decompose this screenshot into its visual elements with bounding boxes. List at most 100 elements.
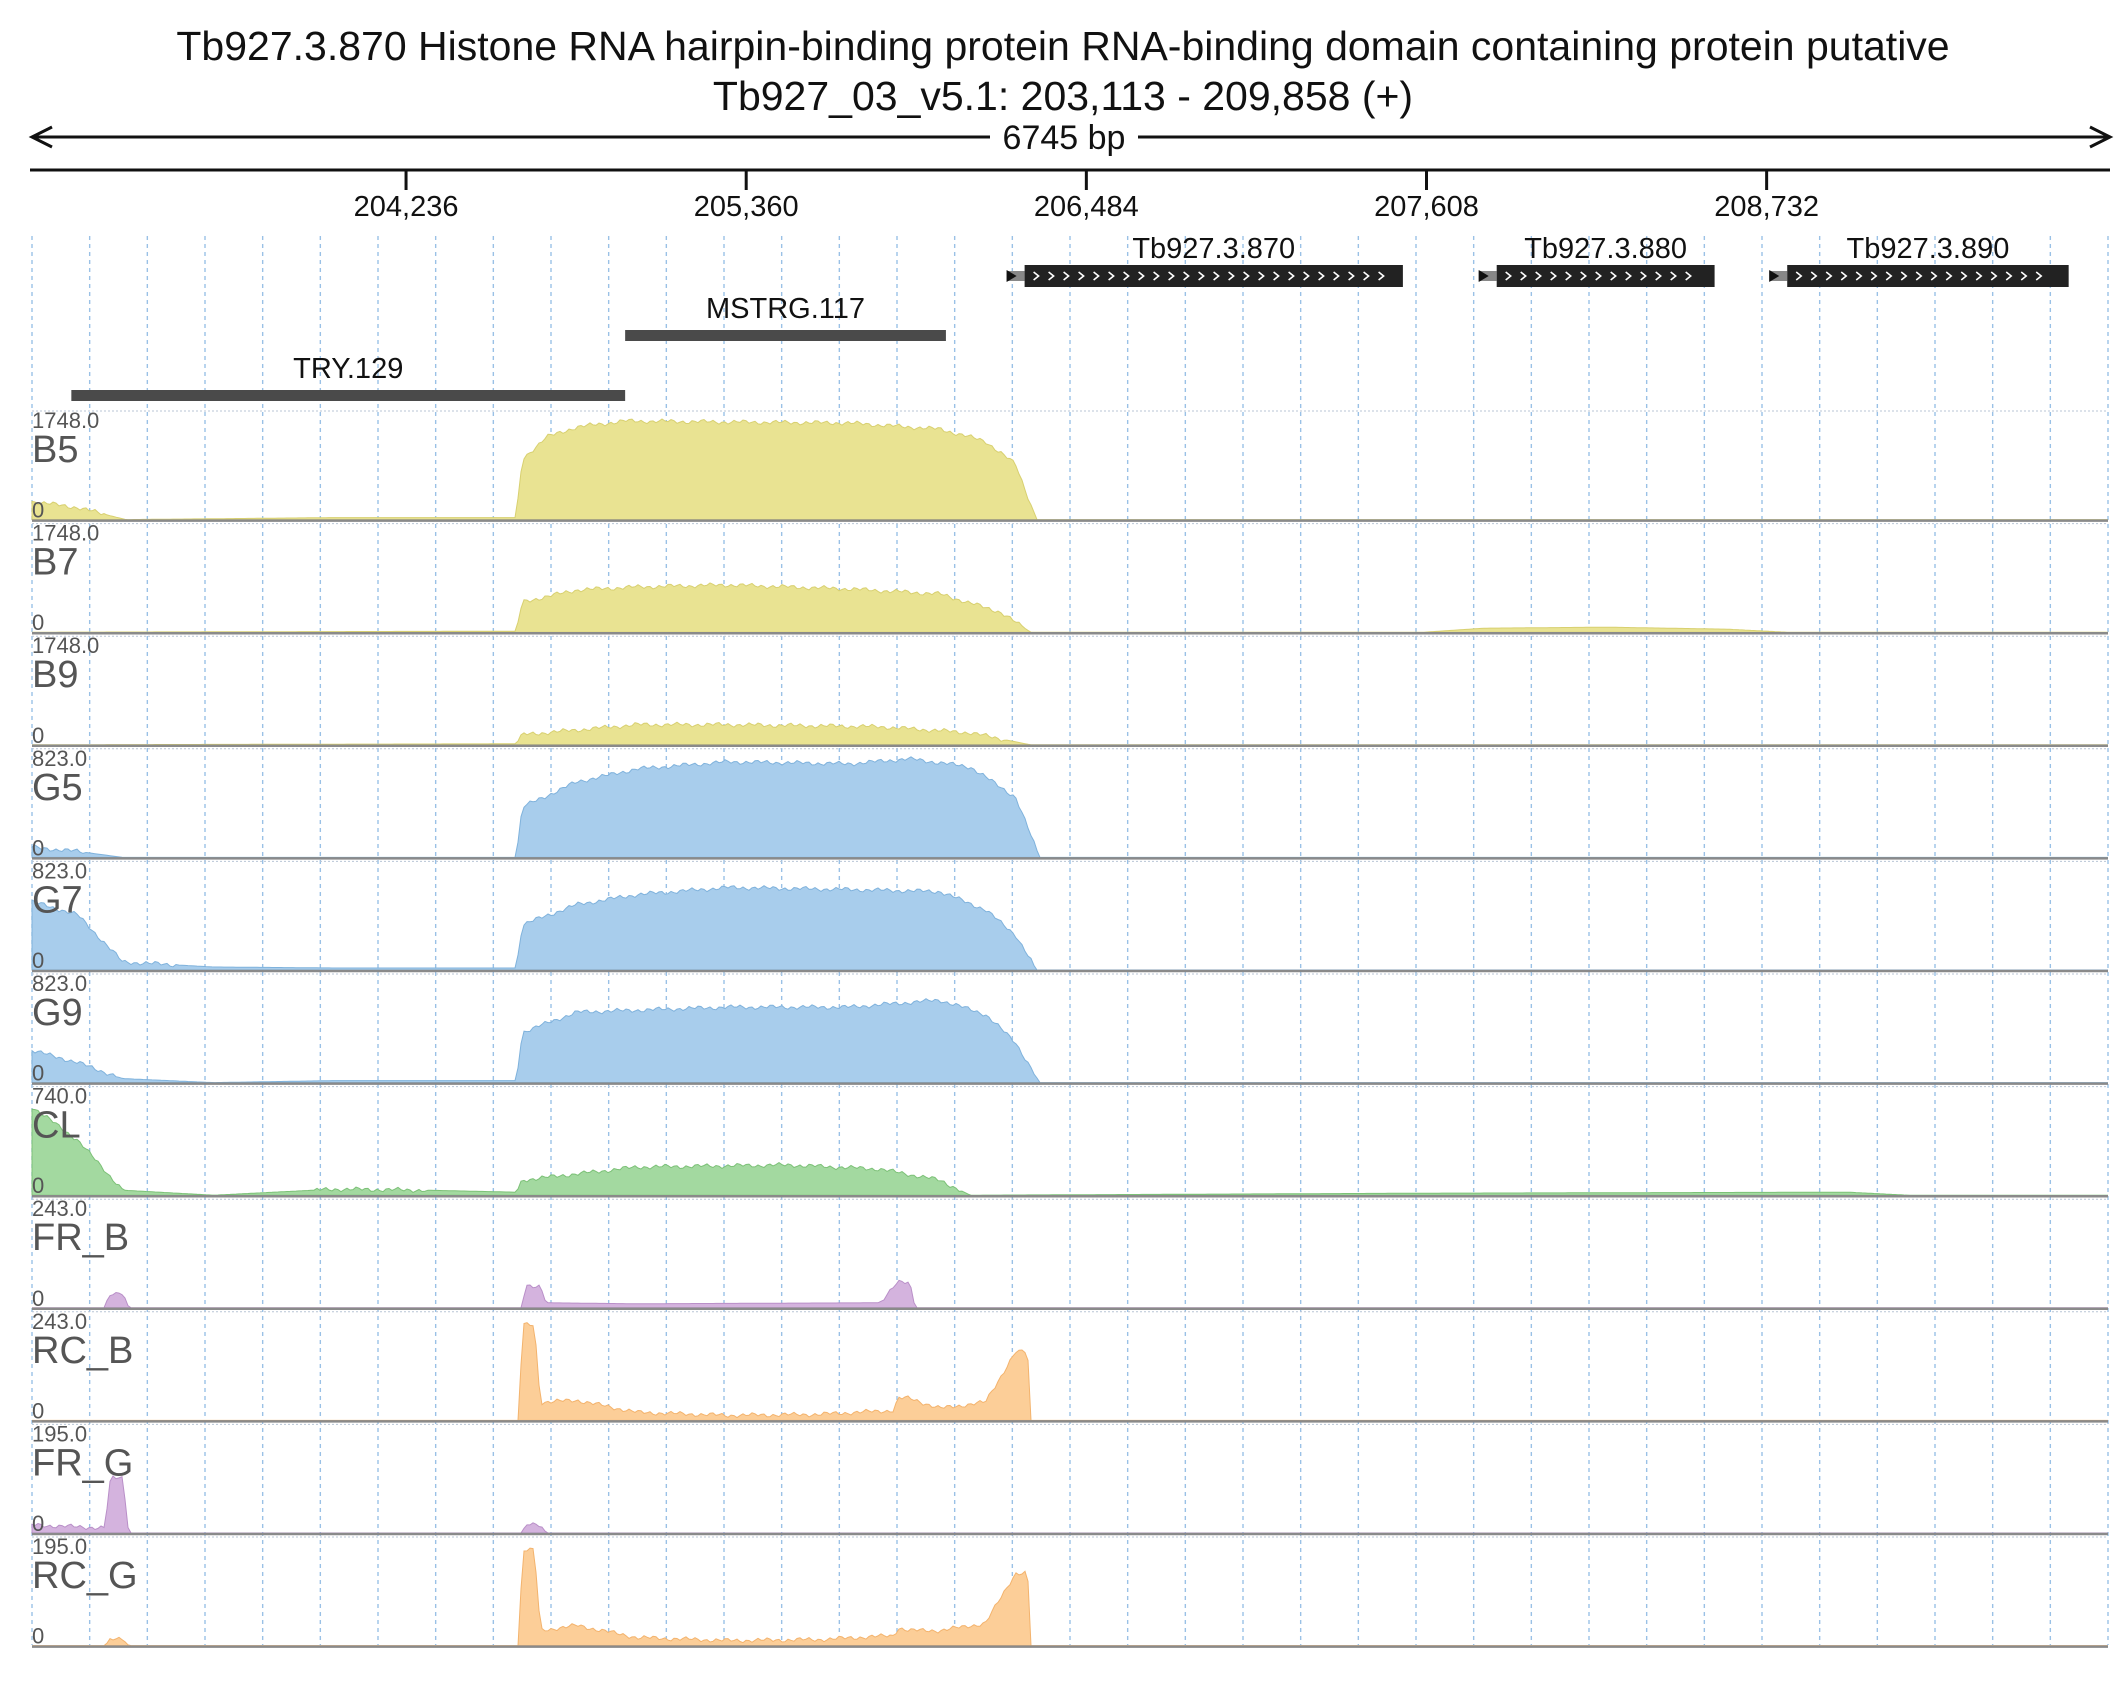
transcript-bar[interactable]	[625, 330, 946, 341]
track-max-label: 195.0	[32, 1421, 87, 1446]
strand-chevron-icon	[1930, 271, 1938, 281]
track-min-label: 0	[32, 610, 44, 635]
track-max-label: 1748.0	[32, 408, 99, 433]
ruler[interactable]: 6745 bp 204,236 205,360 206,484 207,608 208,…	[28, 118, 2114, 223]
transcript-feature[interactable]: MSTRG.117	[625, 293, 946, 341]
header: Tb927.3.870 Histone RNA hairpin-binding …	[0, 0, 2126, 240]
track-min-label: 0	[32, 1286, 44, 1311]
strand-chevron-icon	[1990, 271, 1998, 281]
strand-chevron-icon	[1138, 271, 1145, 281]
track-min-label: 0	[32, 1398, 44, 1423]
utr-arrow-icon	[1478, 270, 1489, 282]
strand-chevron-icon	[1855, 271, 1863, 281]
utr-arrow-icon	[1769, 270, 1780, 282]
gene-feature[interactable]: Tb927.3.870	[1006, 233, 1403, 287]
coverage-track: 243.0RC_B 0	[32, 1309, 2108, 1423]
track-min-label: 0	[32, 835, 44, 860]
track-max-label: 823.0	[32, 746, 87, 771]
strand-chevron-icon	[2005, 271, 2013, 281]
track-name: RC_G	[32, 1555, 138, 1597]
track-max-label: 823.0	[32, 858, 87, 883]
gene-box[interactable]	[1787, 265, 2069, 287]
gene-label[interactable]: Tb927.3.870	[1132, 233, 1295, 265]
ruler-tick-label: 205,360	[694, 191, 799, 223]
strand-chevron-icon	[1318, 271, 1325, 281]
strand-chevron-icon	[1840, 271, 1848, 281]
transcript-feature[interactable]: TRY.129	[71, 353, 626, 401]
ruler-tick-label: 207,608	[1374, 191, 1479, 223]
strand-chevron-icon	[1198, 271, 1205, 281]
strand-chevron-icon	[1870, 271, 1878, 281]
strand-chevron-icon	[1048, 271, 1055, 281]
transcript-label[interactable]: TRY.129	[293, 353, 403, 385]
track-name: G5	[32, 767, 83, 809]
span-label: 6745 bp	[1003, 119, 1126, 157]
strand-chevron-icon	[1670, 271, 1677, 281]
strand-chevron-icon	[1168, 271, 1175, 281]
gene-title: Tb927.3.870 Histone RNA hairpin-binding …	[176, 23, 1950, 69]
track-max-label: 1748.0	[32, 633, 99, 658]
strand-chevron-icon	[1640, 271, 1647, 281]
track-min-label: 0	[32, 1173, 44, 1198]
strand-chevron-icon	[1333, 271, 1340, 281]
coverage-track: 823.0G7 0	[31, 858, 2108, 973]
track-min-label: 0	[32, 723, 44, 748]
strand-chevron-icon	[1153, 271, 1160, 281]
strand-chevron-icon	[1273, 271, 1280, 281]
transcript-label[interactable]: MSTRG.117	[706, 293, 865, 325]
strand-chevron-icon	[1900, 271, 1908, 281]
track-min-label: 0	[32, 498, 44, 523]
strand-chevron-icon	[1535, 271, 1542, 281]
coverage-track: 1748.0B5 0	[31, 408, 2108, 523]
strand-chevron-icon	[1303, 271, 1310, 281]
strand-chevron-icon	[1213, 271, 1220, 281]
feature-track[interactable]: Tb927.3.870 Tb927.3.880 Tb927.3.890 MSTRG.1…	[71, 233, 2069, 401]
strand-chevron-icon	[1915, 271, 1923, 281]
strand-chevron-icon	[1063, 271, 1070, 281]
track-name: FR_B	[32, 1217, 129, 1259]
track-name: G9	[32, 992, 83, 1034]
track-min-label: 0	[32, 1511, 44, 1536]
coverage-track: 1748.0B7 0	[32, 521, 2108, 635]
coverage-track: 195.0FR_G 0	[31, 1421, 2108, 1536]
transcript-bar[interactable]	[71, 390, 626, 401]
strand-chevron-icon	[1258, 271, 1265, 281]
gene-feature[interactable]: Tb927.3.880	[1478, 233, 1715, 287]
track-min-label: 0	[32, 1061, 44, 1086]
strand-chevron-icon	[1565, 271, 1572, 281]
strand-chevron-icon	[1093, 271, 1100, 281]
coverage-track: 195.0RC_G 0	[32, 1534, 2108, 1649]
strand-chevron-icon	[2035, 271, 2043, 281]
track-max-label: 195.0	[32, 1534, 87, 1559]
gene-box[interactable]	[1024, 265, 1403, 287]
gene-label[interactable]: Tb927.3.890	[1847, 233, 2010, 265]
gene-feature[interactable]: Tb927.3.890	[1769, 233, 2069, 287]
track-name: B7	[32, 542, 78, 584]
strand-chevron-icon	[1795, 271, 1803, 281]
strand-chevron-icon	[1610, 271, 1617, 281]
strand-chevron-icon	[1685, 271, 1692, 281]
track-name: B9	[32, 654, 78, 696]
strand-chevron-icon	[1810, 271, 1818, 281]
strand-chevron-icon	[1288, 271, 1295, 281]
strand-chevron-icon	[2020, 271, 2028, 281]
gene-box[interactable]	[1496, 265, 1715, 287]
strand-chevron-icon	[1595, 271, 1602, 281]
ruler-tick-label: 208,732	[1714, 191, 1819, 223]
strand-chevron-icon	[1655, 271, 1662, 281]
gene-label[interactable]: Tb927.3.880	[1524, 233, 1687, 265]
coverage-track: 740.0CL 0	[31, 1084, 2108, 1198]
strand-chevron-icon	[1123, 271, 1130, 281]
strand-chevron-icon	[1825, 271, 1833, 281]
coverage-track: 823.0G9 0	[31, 971, 2108, 1086]
strand-chevron-icon	[1363, 271, 1370, 281]
track-name: CL	[32, 1105, 81, 1147]
coverage-area	[31, 1108, 2108, 1196]
strand-chevron-icon	[1243, 271, 1250, 281]
strand-chevron-icon	[1078, 271, 1085, 281]
strand-chevron-icon	[1348, 271, 1355, 281]
strand-chevron-icon	[1520, 271, 1527, 281]
coverage-track: 1748.0B9 0	[32, 633, 2108, 748]
